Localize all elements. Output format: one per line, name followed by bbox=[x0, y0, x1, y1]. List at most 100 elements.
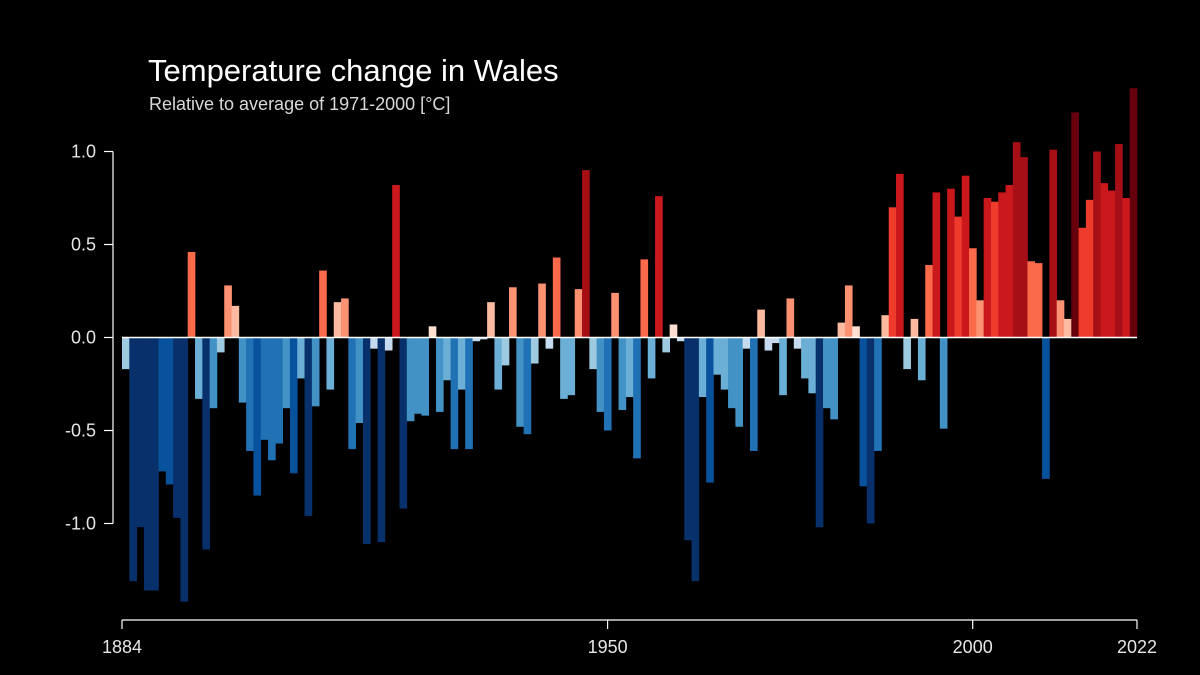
bar-1987 bbox=[874, 337, 882, 451]
bar-1941 bbox=[538, 283, 546, 338]
bar-1893 bbox=[187, 251, 196, 338]
bar-1905 bbox=[275, 337, 283, 444]
bar-1894 bbox=[195, 337, 203, 399]
bar-1958 bbox=[662, 337, 671, 353]
bar-2014 bbox=[1071, 112, 1079, 338]
bar-1922 bbox=[399, 337, 408, 509]
bar-1888 bbox=[151, 337, 159, 591]
bar-2000 bbox=[969, 248, 977, 338]
bar-1902 bbox=[253, 337, 262, 496]
bar-1899 bbox=[231, 305, 240, 338]
bar-1892 bbox=[180, 337, 189, 602]
bar-1967 bbox=[728, 337, 736, 409]
x-tick-label: 1950 bbox=[588, 637, 628, 657]
bar-1885 bbox=[129, 337, 137, 582]
bar-1948 bbox=[589, 337, 597, 370]
bar-2018 bbox=[1100, 183, 1109, 338]
bar-1977 bbox=[801, 337, 809, 379]
bar-1951 bbox=[611, 292, 619, 338]
bar-1907 bbox=[289, 337, 298, 474]
bar-1936 bbox=[501, 337, 510, 366]
bar-1915 bbox=[348, 337, 357, 450]
bar-1898 bbox=[224, 285, 232, 338]
bar-1924 bbox=[414, 337, 422, 414]
bar-2006 bbox=[1012, 142, 1021, 338]
bar-1961 bbox=[684, 337, 692, 541]
bar-2001 bbox=[976, 300, 984, 338]
bar-2011 bbox=[1049, 149, 1058, 338]
chart-title: Temperature change in Wales bbox=[148, 53, 559, 88]
bar-1911 bbox=[319, 270, 327, 338]
bar-2022 bbox=[1129, 88, 1138, 338]
bar-1926 bbox=[428, 326, 437, 338]
bar-1989 bbox=[888, 207, 897, 338]
bar-1949 bbox=[596, 337, 605, 412]
bar-1966 bbox=[720, 337, 729, 390]
bar-2005 bbox=[1005, 184, 1014, 338]
chart-subtitle: Relative to average of 1971-2000 [°C] bbox=[149, 94, 450, 114]
bar-1970 bbox=[749, 337, 758, 451]
bar-1988 bbox=[881, 315, 890, 338]
bar-1904 bbox=[268, 337, 276, 461]
bar-1929 bbox=[450, 337, 459, 450]
bar-1946 bbox=[574, 289, 583, 338]
bar-1954 bbox=[633, 337, 641, 459]
bar-2016 bbox=[1085, 199, 1094, 338]
bar-1934 bbox=[487, 302, 495, 338]
bar-1940 bbox=[530, 337, 539, 364]
bars bbox=[122, 88, 1138, 602]
bar-2009 bbox=[1034, 263, 1043, 338]
bar-2017 bbox=[1093, 151, 1101, 338]
bar-1985 bbox=[859, 337, 868, 487]
bar-1994 bbox=[925, 264, 933, 338]
bar-1932 bbox=[472, 337, 481, 342]
bar-1976 bbox=[793, 337, 802, 349]
bar-1897 bbox=[216, 337, 225, 353]
bar-1887 bbox=[143, 337, 152, 591]
bar-1981 bbox=[830, 337, 838, 420]
bar-1931 bbox=[465, 337, 473, 450]
bar-1998 bbox=[954, 216, 963, 338]
bar-2010 bbox=[1042, 337, 1050, 479]
bar-1933 bbox=[479, 337, 488, 340]
bar-1965 bbox=[713, 337, 722, 375]
bar-1938 bbox=[516, 337, 524, 427]
bar-1978 bbox=[808, 337, 817, 394]
bar-1930 bbox=[457, 337, 466, 390]
bar-1980 bbox=[823, 337, 831, 409]
bar-1910 bbox=[311, 337, 320, 407]
bar-1984 bbox=[852, 326, 860, 338]
bar-1969 bbox=[742, 337, 751, 349]
bar-1944 bbox=[560, 337, 568, 399]
bar-1939 bbox=[523, 337, 532, 435]
bar-1886 bbox=[136, 337, 145, 528]
bar-1943 bbox=[552, 257, 561, 338]
y-tick-label: -0.5 bbox=[65, 421, 96, 441]
bar-2015 bbox=[1078, 227, 1087, 338]
bar-1991 bbox=[903, 337, 911, 370]
bar-1956 bbox=[647, 337, 656, 379]
bar-1903 bbox=[260, 337, 269, 440]
y-tick-label: 0.0 bbox=[71, 328, 96, 348]
bar-1975 bbox=[786, 298, 795, 338]
bar-2013 bbox=[1063, 318, 1072, 338]
bar-1906 bbox=[282, 337, 291, 409]
bar-1928 bbox=[443, 337, 451, 381]
bar-1901 bbox=[246, 337, 254, 451]
bar-1913 bbox=[333, 302, 342, 338]
bar-1908 bbox=[297, 337, 305, 379]
bar-1955 bbox=[640, 259, 649, 338]
bar-1921 bbox=[392, 184, 400, 338]
bar-1896 bbox=[209, 337, 218, 409]
bar-1996 bbox=[939, 337, 948, 429]
bar-1937 bbox=[509, 287, 517, 338]
bar-1895 bbox=[202, 337, 210, 550]
y-tick-label: 0.5 bbox=[71, 235, 96, 255]
bar-1971 bbox=[757, 309, 765, 338]
bar-1889 bbox=[158, 337, 167, 472]
x-tick-label: 2000 bbox=[953, 637, 993, 657]
bar-1999 bbox=[961, 175, 970, 338]
y-tick-label: -1.0 bbox=[65, 514, 96, 534]
bar-1963 bbox=[698, 337, 707, 398]
bar-1925 bbox=[421, 337, 430, 416]
